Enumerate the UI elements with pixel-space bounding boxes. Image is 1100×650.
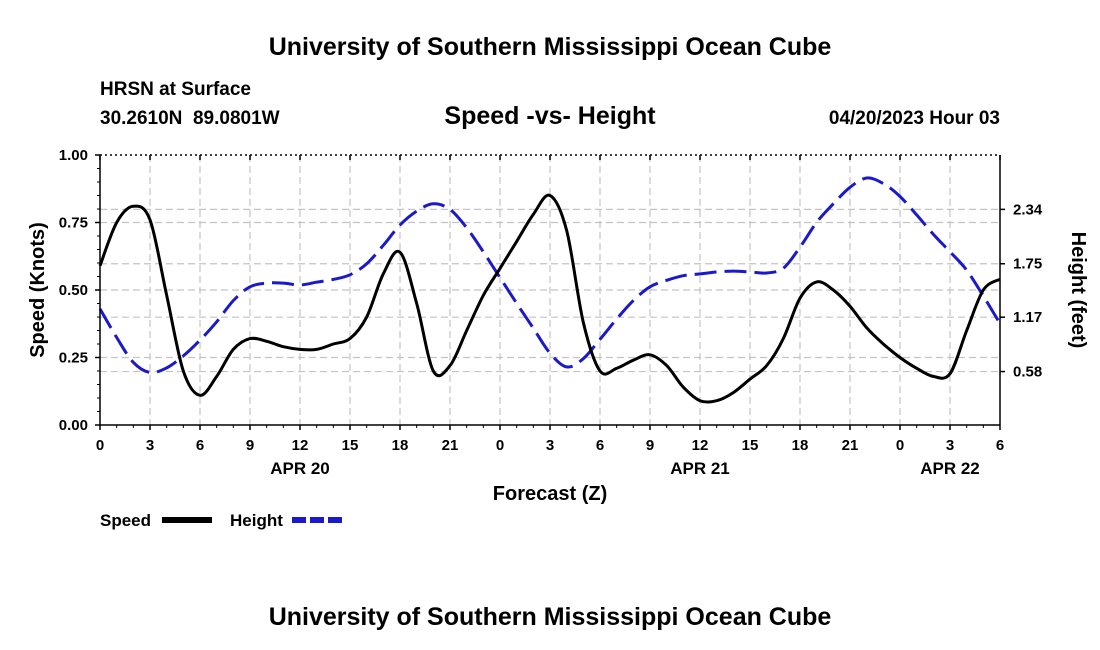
- series-line-speed: [98, 193, 1001, 404]
- date-label: APR 20: [270, 459, 330, 478]
- x-tick-label: 12: [292, 437, 309, 454]
- x-tick-label: 3: [946, 437, 954, 454]
- legend-height-label: Height: [230, 511, 283, 530]
- timestamp-label: 04/20/2023 Hour 03: [829, 108, 1000, 129]
- x-tick-label: 12: [692, 437, 709, 454]
- plot-grid: [100, 155, 1000, 425]
- plot-series: [98, 176, 1002, 404]
- x-tick-label: 3: [146, 437, 154, 454]
- x-tick-label: 9: [646, 437, 654, 454]
- x-tick-label: 0: [496, 437, 504, 454]
- x-tick-label: 0: [896, 437, 904, 454]
- y-axis-label-right: Height (feet): [1067, 232, 1089, 349]
- date-label: APR 22: [920, 459, 980, 478]
- y-tick-label: 0.50: [59, 282, 88, 299]
- y2-tick-label: 0.58: [1013, 364, 1042, 381]
- x-tick-label: 6: [196, 437, 204, 454]
- plot-axes: 0 3 6 9 12 15 18 21 0 3 6 9 12 15 18 21 0 3 6 APR 20 APR 21 A…: [59, 147, 1043, 478]
- x-tick-label: 15: [342, 437, 359, 454]
- page-title: University of Southern Mississippi Ocean…: [269, 33, 832, 61]
- y2-tick-label: 2.34: [1013, 201, 1043, 218]
- x-tick-label: 21: [842, 437, 859, 454]
- station-label: HRSN at Surface: [100, 79, 251, 100]
- footer-title: University of Southern Mississippi Ocean…: [269, 603, 832, 631]
- y-tick-label: 0.75: [59, 215, 88, 232]
- chart-subtitle: Speed -vs- Height: [444, 102, 656, 130]
- x-axis-label: Forecast (Z): [493, 483, 607, 505]
- y-tick-label: 0.25: [59, 350, 88, 367]
- coordinates-label: 30.2610N 89.0801W: [100, 108, 280, 129]
- x-tick-label: 18: [392, 437, 409, 454]
- x-tick-label: 18: [792, 437, 809, 454]
- y-axis-label-left: Speed (Knots): [27, 222, 49, 358]
- legend-speed-label: Speed: [100, 511, 151, 530]
- legend: Speed Height: [100, 511, 342, 530]
- y2-tick-label: 1.75: [1013, 256, 1042, 273]
- x-tick-label: 21: [442, 437, 459, 454]
- y-tick-label: 1.00: [59, 147, 88, 164]
- x-tick-label: 0: [96, 437, 104, 454]
- x-tick-label: 15: [742, 437, 759, 454]
- x-tick-label: 6: [996, 437, 1004, 454]
- series-line-height: [98, 176, 1002, 375]
- x-tick-label: 9: [246, 437, 254, 454]
- x-tick-label: 3: [546, 437, 554, 454]
- x-tick-label: 6: [596, 437, 604, 454]
- y2-tick-label: 1.17: [1013, 309, 1042, 326]
- y-tick-label: 0.00: [59, 417, 88, 434]
- date-label: APR 21: [670, 459, 730, 478]
